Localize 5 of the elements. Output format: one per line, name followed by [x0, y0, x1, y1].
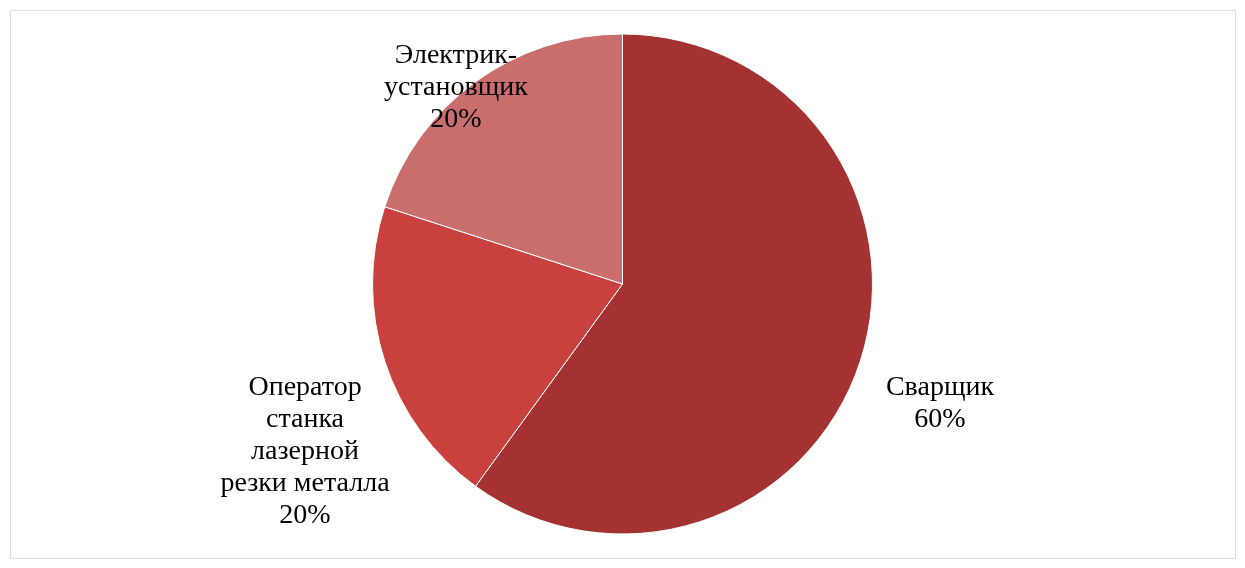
- data-label: 20%: [279, 498, 331, 530]
- slice-label: Оператор станка лазерной резки металла: [220, 370, 391, 498]
- data-label: 60%: [914, 402, 966, 434]
- slice-label: Сварщик: [885, 370, 995, 402]
- data-label: 20%: [430, 101, 482, 133]
